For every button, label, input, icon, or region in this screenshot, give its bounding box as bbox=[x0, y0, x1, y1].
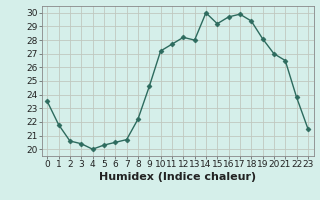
X-axis label: Humidex (Indice chaleur): Humidex (Indice chaleur) bbox=[99, 172, 256, 182]
